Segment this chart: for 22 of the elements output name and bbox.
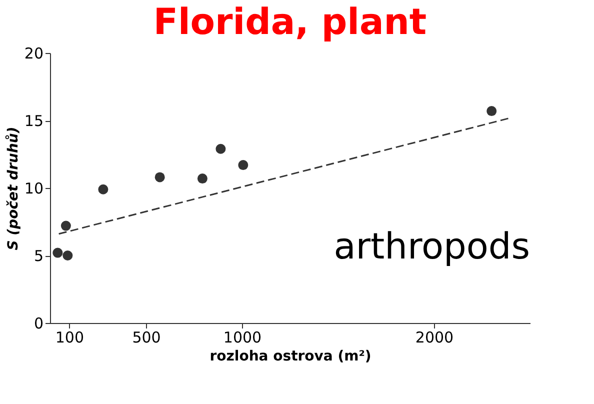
y-tick-label: 5: [34, 247, 44, 265]
point: [486, 106, 497, 116]
point: [154, 172, 165, 182]
x-axis-title: rozloha ostrova (m²): [210, 348, 372, 364]
x-tick-label: 1000: [223, 328, 262, 346]
point: [52, 248, 63, 258]
point: [197, 174, 208, 184]
x-tick-label: 100: [55, 328, 84, 346]
annotation: arthropods: [334, 226, 530, 268]
chart-title: Florida, plant: [153, 2, 427, 43]
x-tick-label: 500: [132, 328, 161, 346]
y-tick-label: 15: [24, 112, 44, 130]
y-tick-label: 10: [24, 180, 44, 198]
point: [98, 184, 108, 194]
y-tick-label: 0: [34, 314, 44, 332]
x-tick-label: 2000: [415, 328, 454, 346]
point: [238, 160, 248, 170]
point: [62, 250, 73, 260]
y-tick-label: 20: [24, 44, 44, 62]
point: [60, 220, 71, 231]
y-axis-title: S (počet druhů): [4, 126, 22, 250]
point: [216, 144, 226, 154]
